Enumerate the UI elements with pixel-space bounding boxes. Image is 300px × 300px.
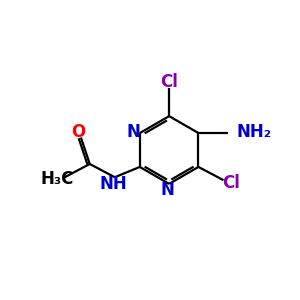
Text: N: N (126, 123, 140, 141)
Text: N: N (161, 181, 175, 199)
Text: NH₂: NH₂ (237, 123, 272, 141)
Text: NH: NH (99, 175, 127, 193)
Text: O: O (71, 123, 85, 141)
Text: H₃C: H₃C (41, 170, 74, 188)
Text: Cl: Cl (222, 174, 240, 192)
Text: Cl: Cl (160, 73, 178, 91)
